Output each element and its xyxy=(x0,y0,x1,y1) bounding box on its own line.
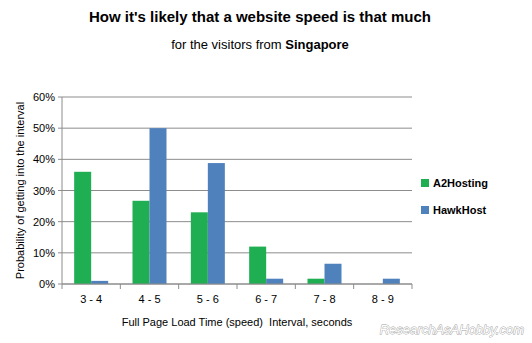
y-tick-label: 60% xyxy=(33,91,55,103)
y-tick-label: 0% xyxy=(39,278,55,290)
subtitle-line: for the visitors from Singapore xyxy=(171,37,349,52)
bar xyxy=(249,247,266,284)
x-tick xyxy=(178,284,179,289)
bar xyxy=(74,172,91,284)
x-tick xyxy=(62,284,63,289)
y-tick xyxy=(58,159,62,160)
subtitle-emphasis: Singapore xyxy=(285,37,349,52)
bar xyxy=(208,163,225,284)
y-axis-line xyxy=(62,97,63,284)
x-tick xyxy=(412,284,413,289)
y-tick-label: 20% xyxy=(33,216,55,228)
bar xyxy=(325,264,342,284)
bar xyxy=(191,212,208,284)
y-tick xyxy=(58,97,62,98)
grid-line xyxy=(62,128,412,129)
y-tick-label: 10% xyxy=(33,247,55,259)
bar xyxy=(383,279,400,284)
grid-line xyxy=(62,190,412,191)
x-tick xyxy=(237,284,238,289)
title: How it's likely that a website speed is … xyxy=(89,8,431,25)
legend-swatch xyxy=(421,206,429,214)
bar xyxy=(308,279,325,284)
x-tick-label: 5 - 6 xyxy=(197,293,219,305)
x-axis-label: Full Page Load Time (speed) Interval, se… xyxy=(122,316,353,328)
y-tick-label: 30% xyxy=(33,185,55,197)
legend: A2Hosting HawkHost xyxy=(421,177,488,216)
chart-container: How it's likely that a website speed is … xyxy=(0,0,532,343)
bar xyxy=(150,128,167,284)
x-tick-label: 7 - 8 xyxy=(313,293,335,305)
watermark: ResearchAsAHobby.com xyxy=(380,322,524,337)
legend-label: HawkHost xyxy=(433,204,487,216)
background xyxy=(0,0,532,343)
grid-line xyxy=(62,97,412,98)
x-tick-label: 3 - 4 xyxy=(80,293,102,305)
x-tick xyxy=(120,284,121,289)
y-tick xyxy=(58,221,62,222)
y-tick xyxy=(58,128,62,129)
chart-svg: How it's likely that a website speed is … xyxy=(0,0,532,343)
grid-line xyxy=(62,221,412,222)
x-tick xyxy=(353,284,354,289)
legend-swatch xyxy=(421,179,429,187)
bar xyxy=(133,201,150,284)
grid-line xyxy=(62,159,412,160)
y-tick xyxy=(58,190,62,191)
x-tick xyxy=(295,284,296,289)
y-tick xyxy=(58,252,62,253)
y-tick xyxy=(58,284,62,285)
grid-line xyxy=(62,252,412,253)
x-tick-label: 4 - 5 xyxy=(138,293,160,305)
x-tick-label: 6 - 7 xyxy=(255,293,277,305)
y-tick-label: 40% xyxy=(33,153,55,165)
y-tick-label: 50% xyxy=(33,122,55,134)
legend-label: A2Hosting xyxy=(433,177,488,189)
bars xyxy=(74,128,400,284)
subtitle: for the visitors from xyxy=(171,37,285,52)
bar xyxy=(266,279,283,284)
y-axis-label: Probability of getting into the interval xyxy=(14,102,26,279)
x-tick-label: 8 - 9 xyxy=(372,293,394,305)
